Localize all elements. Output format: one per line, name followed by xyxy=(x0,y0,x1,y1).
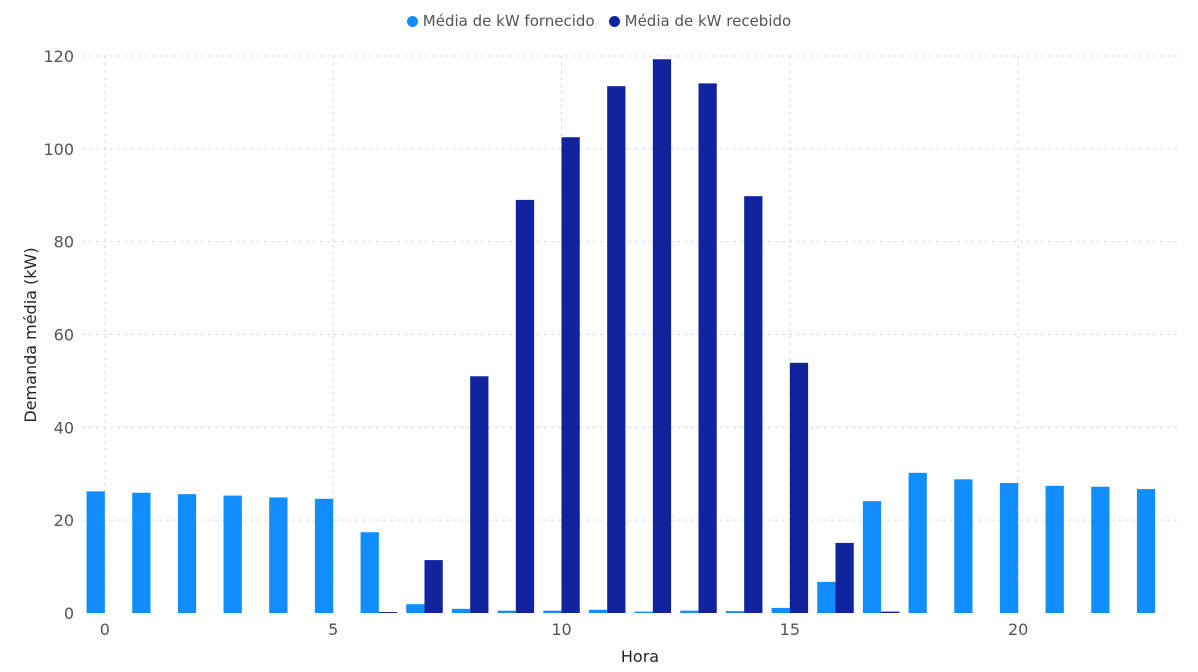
legend-label-fornecido: Média de kW fornecido xyxy=(422,12,595,30)
y-tick-label: 20 xyxy=(54,511,74,530)
bar-fornecido[interactable] xyxy=(314,498,334,613)
bar-fornecido[interactable] xyxy=(269,497,288,613)
bar-recebido[interactable] xyxy=(652,59,672,614)
bar-fornecido[interactable] xyxy=(223,495,242,613)
bar-recebido[interactable] xyxy=(378,612,398,613)
x-tick-label: 5 xyxy=(328,620,338,639)
bar-fornecido[interactable] xyxy=(954,479,973,613)
bar-fornecido[interactable] xyxy=(86,491,105,613)
bar-recebido[interactable] xyxy=(881,611,900,613)
bar-fornecido[interactable] xyxy=(862,501,882,613)
bar-fornecido[interactable] xyxy=(999,483,1019,613)
legend-item-recebido[interactable]: Média de kW recebido xyxy=(608,12,792,30)
y-tick-label: 0 xyxy=(64,604,74,623)
bar-fornecido[interactable] xyxy=(771,607,790,613)
bar-fornecido[interactable] xyxy=(451,608,471,613)
bar-fornecido[interactable] xyxy=(680,610,699,613)
y-tick-label: 40 xyxy=(54,418,74,437)
bar-recebido[interactable] xyxy=(470,376,489,613)
legend: Média de kW fornecido Média de kW recebi… xyxy=(0,12,1198,30)
bar-fornecido[interactable] xyxy=(1136,489,1156,613)
bar-fornecido[interactable] xyxy=(588,609,608,613)
bar-recebido[interactable] xyxy=(835,542,854,613)
y-tick-label: 80 xyxy=(54,233,74,252)
x-tick-label: 0 xyxy=(100,620,110,639)
bar-fornecido[interactable] xyxy=(543,610,562,613)
bar-fornecido[interactable] xyxy=(177,494,197,613)
bar-fornecido[interactable] xyxy=(817,581,836,613)
legend-item-fornecido[interactable]: Média de kW fornecido xyxy=(406,12,595,30)
bar-recebido[interactable] xyxy=(789,362,809,613)
bar-fornecido[interactable] xyxy=(1045,485,1064,613)
x-axis-title: Hora xyxy=(621,647,659,666)
bar-recebido[interactable] xyxy=(561,137,580,613)
bar-recebido[interactable] xyxy=(424,560,443,613)
bar-fornecido[interactable] xyxy=(634,611,653,613)
bar-fornecido[interactable] xyxy=(406,604,425,613)
bar-recebido[interactable] xyxy=(607,86,626,613)
legend-marker-fornecido xyxy=(406,15,418,27)
bar-fornecido[interactable] xyxy=(725,611,745,613)
y-tick-label: 100 xyxy=(43,140,74,159)
bar-recebido[interactable] xyxy=(744,196,763,613)
y-tick-label: 120 xyxy=(43,47,74,66)
bars xyxy=(86,59,1156,614)
bar-recebido[interactable] xyxy=(698,83,717,613)
bar-fornecido[interactable] xyxy=(1091,486,1110,613)
bar-recebido[interactable] xyxy=(515,199,535,613)
legend-marker-recebido xyxy=(608,15,620,27)
y-tick-label: 60 xyxy=(54,326,74,345)
tick-labels: 0 20 40 60 80 100 120 0 5 10 15 20 xyxy=(43,47,1028,639)
bar-fornecido[interactable] xyxy=(360,532,379,613)
bar-fornecido[interactable] xyxy=(132,492,151,613)
legend-label-recebido: Média de kW recebido xyxy=(624,12,792,30)
x-tick-label: 15 xyxy=(780,620,800,639)
bar-fornecido[interactable] xyxy=(497,610,516,613)
x-tick-label: 10 xyxy=(551,620,571,639)
bar-fornecido[interactable] xyxy=(908,472,927,613)
x-tick-label: 20 xyxy=(1008,620,1028,639)
y-axis-title: Demanda média (kW) xyxy=(21,247,40,422)
